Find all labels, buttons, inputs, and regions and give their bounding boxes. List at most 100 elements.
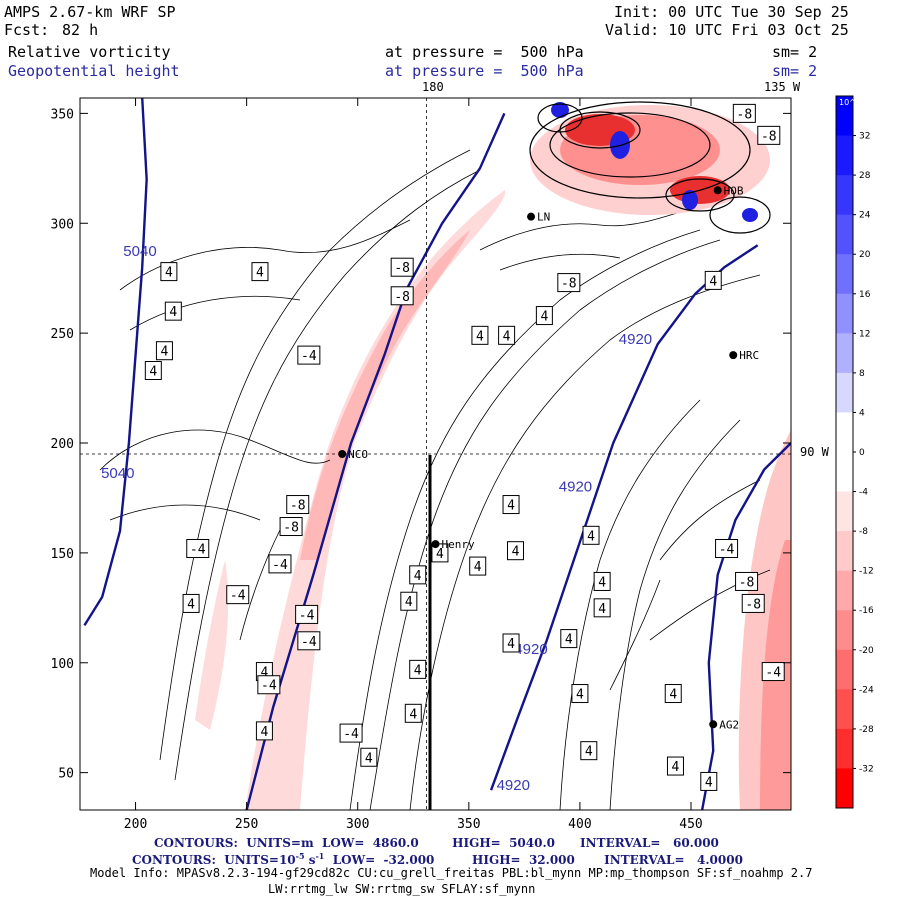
- x-tick-label: 250: [235, 817, 258, 832]
- axes: 200 250 300 350 400 450 50 100 150 200 250 300 350: [51, 98, 791, 832]
- top-lon-label: 180: [422, 80, 444, 94]
- colorbar-tick-label: 0: [859, 448, 865, 458]
- y-tick-label: 350: [51, 107, 74, 122]
- vorticity-label-text: -4: [261, 679, 277, 694]
- reference-lines: [80, 98, 791, 810]
- stations: NCO Henry HRC AG2 LN HOB: [338, 184, 759, 731]
- vorticity-label-box: [580, 741, 598, 761]
- vorticity-label: 4: [535, 306, 553, 326]
- vorticity-label-box: [506, 541, 524, 561]
- vorticity-label-text: -8: [761, 129, 777, 144]
- field1-level: at pressure = 500 hPa: [385, 43, 584, 61]
- vorticity-label-box: [560, 629, 578, 649]
- colorbar: 32 28 24 20 16 12 8 4 0 -4 -8 -12 -16 -20 -24 -28 -32 10^…: [835, 95, 885, 809]
- vorticity-label: -8: [557, 273, 581, 293]
- vorticity-label: 4: [664, 684, 682, 704]
- height-contour-label: 4920: [514, 641, 547, 658]
- colorbar-swatch: [836, 254, 853, 295]
- vorticity-label-text: 4: [365, 751, 373, 766]
- vorticity-label: 4: [360, 747, 378, 767]
- colorbar-tick-label: -8: [859, 527, 868, 537]
- vorticity-label-box: [186, 538, 210, 558]
- x-tick-label: 200: [124, 817, 147, 832]
- vorticity-label-text: 4: [503, 329, 511, 344]
- vorticity-label-box: [155, 341, 173, 361]
- vorticity-label: -8: [390, 286, 414, 306]
- vorticity-label-text: -8: [290, 499, 306, 514]
- colorbar-swatch: [836, 214, 853, 255]
- vorticity-label-box: [431, 543, 449, 563]
- vorticity-label-text: -4: [719, 542, 735, 557]
- vorticity-label: -8: [390, 257, 414, 277]
- vorticity-label-box: [761, 662, 785, 682]
- footer-vort-s: s: [304, 853, 316, 867]
- colorbar-swatch: [836, 333, 853, 374]
- footer-model-info: Model Info: MPASv8.2.3-194-gf29cd82c CU:…: [90, 866, 813, 880]
- colorbar-swatch: [836, 452, 853, 493]
- footer-vort-exp2: -1: [315, 851, 325, 861]
- vorticity-label-text: -8: [739, 575, 755, 590]
- vorticity-label-box: [251, 262, 269, 282]
- station-label: Henry: [442, 538, 475, 551]
- vorticity-label: 4: [560, 629, 578, 649]
- vorticity-label-text: 4: [598, 575, 606, 590]
- vorticity-label-box: [593, 598, 611, 618]
- vorticity-label-box: [360, 747, 378, 767]
- plot-frame: [79, 97, 792, 811]
- vorticity-label-text: 4: [540, 310, 548, 325]
- x-tick-label: 350: [457, 817, 480, 832]
- vorticity-label: 4: [498, 325, 516, 345]
- vorticity-label: 4: [593, 571, 611, 591]
- footer-vorticity-contours: CONTOURS: UNITS=10-5 s-1 LOW= -32.000 HI…: [132, 851, 743, 867]
- vorticity-label-box: [286, 495, 310, 515]
- vorticity-label-text: 4: [669, 688, 677, 703]
- vorticity-label-box: [257, 675, 281, 695]
- vorticity-label-box: [279, 517, 303, 537]
- vorticity-label-box: [502, 633, 520, 653]
- vorticity-label-box: [535, 306, 553, 326]
- vorticity-label-text: -4: [299, 608, 315, 623]
- vorticity-label-box: [268, 554, 292, 574]
- vorticity-label-box: [757, 125, 781, 145]
- colorbar-tick-label: 8: [859, 369, 865, 379]
- colorbar-tick-label: 4: [859, 408, 865, 418]
- vorticity-label-box: [164, 301, 182, 321]
- vorticity-label-text: 4: [709, 274, 717, 289]
- vorticity-label-box: [557, 273, 581, 293]
- vorticity-label-text: -8: [394, 290, 410, 305]
- valid-time: Valid: 10 UTC Fri 03 Oct 25: [605, 21, 849, 39]
- vorticity-label: -4: [297, 345, 321, 365]
- vorticity-label-text: -4: [301, 349, 317, 364]
- field1-name: Relative vorticity: [8, 43, 171, 61]
- vorticity-label: 4: [255, 721, 273, 741]
- vorticity-label: -8: [757, 125, 781, 145]
- colorbar-tick-label: 28: [859, 171, 871, 181]
- height-contour-label: 5040: [123, 243, 156, 260]
- vorticity-label: 4: [502, 495, 520, 515]
- colorbar-swatch: [836, 135, 853, 176]
- vorticity-label: 4: [160, 262, 178, 282]
- vorticity-label: 4: [666, 756, 684, 776]
- top-right-lon-label: 135 W: [764, 80, 801, 94]
- colorbar-swatch: [836, 175, 853, 216]
- vorticity-label-box: [735, 571, 759, 591]
- vorticity-label: 4: [409, 659, 427, 679]
- vorticity-label: -8: [735, 571, 759, 591]
- height-contour-label: 4920: [559, 478, 592, 495]
- colorbar-swatch: [836, 372, 853, 413]
- vorticity-label: 4: [431, 543, 449, 563]
- field1-smoothing: sm= 2: [772, 43, 818, 61]
- station-label: NCO: [348, 448, 368, 461]
- colorbar-swatch: [836, 610, 853, 651]
- vorticity-label: -4: [226, 585, 250, 605]
- vorticity-label-box: [409, 659, 427, 679]
- vorticity-label-text: 4: [585, 745, 593, 760]
- vorticity-label-text: -8: [745, 597, 761, 612]
- vorticity-label: 4: [251, 262, 269, 282]
- height-contour-line: [83, 98, 148, 627]
- vorticity-label: 4: [580, 741, 598, 761]
- vorticity-label: 4: [471, 325, 489, 345]
- field2-smoothing: sm= 2: [772, 62, 818, 80]
- vorticity-label-box: [390, 257, 414, 277]
